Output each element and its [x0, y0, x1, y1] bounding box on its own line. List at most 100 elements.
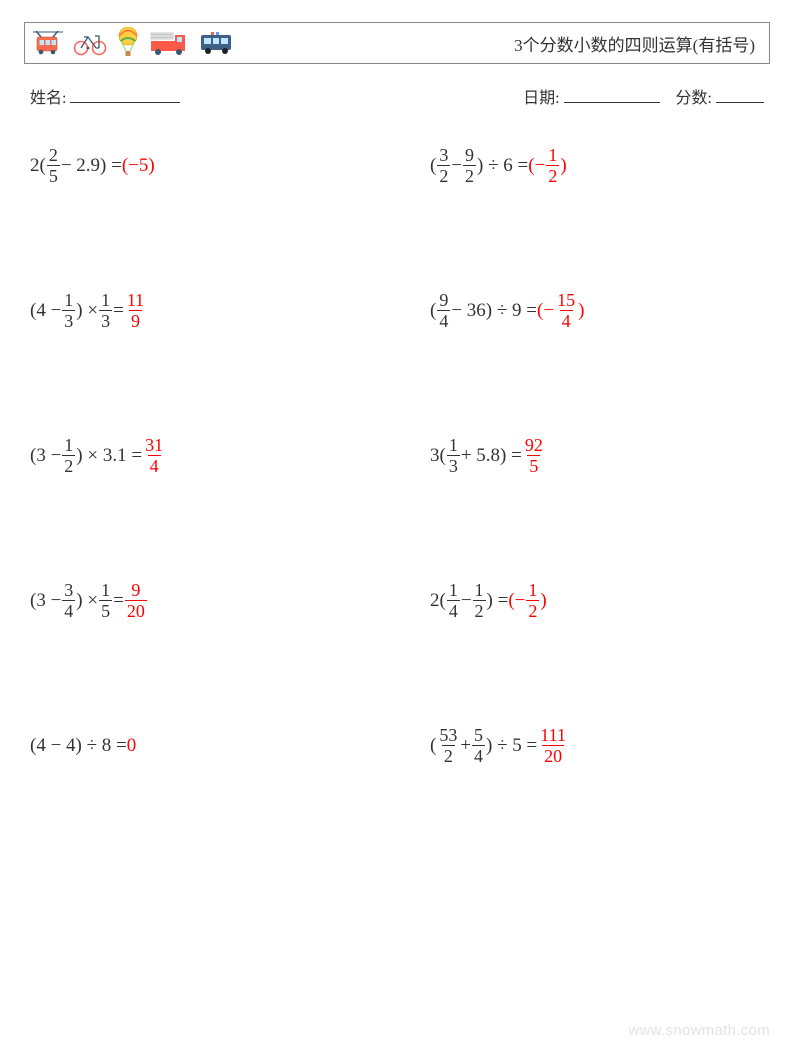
- fraction-denominator: 2: [473, 600, 486, 620]
- fraction: 13: [99, 291, 112, 330]
- fraction: 154: [555, 291, 577, 330]
- name-blank[interactable]: [70, 87, 180, 103]
- fraction-numerator: 31: [143, 436, 165, 455]
- expr-text: 2(: [430, 591, 446, 610]
- score-label: 分数:: [676, 90, 712, 107]
- fraction-numerator: 1: [99, 291, 112, 310]
- fraction-numerator: 1: [473, 581, 486, 600]
- answer: (−12): [508, 581, 546, 620]
- fraction: 12: [546, 146, 559, 185]
- score-field: 分数:: [676, 84, 764, 108]
- expr-text: (−: [528, 156, 545, 175]
- expr-text: (: [430, 736, 436, 755]
- problem-row: 2(25 − 2.9) = (−5)(32 − 92) ÷ 6 = (−12): [30, 146, 764, 185]
- fraction-denominator: 4: [472, 745, 485, 765]
- expr-text: + 5.8) =: [461, 446, 522, 465]
- problem-row: (3 − 12) × 3.1 = 3143(13 + 5.8) = 925: [30, 436, 764, 475]
- bicycle-icon: [73, 30, 107, 56]
- answer: 119: [124, 291, 147, 330]
- fraction-numerator: 53: [437, 726, 459, 745]
- score-blank[interactable]: [716, 87, 764, 103]
- fraction-denominator: 20: [542, 745, 564, 765]
- fraction-denominator: 3: [62, 310, 75, 330]
- problem-cell: (532 + 54) ÷ 5 = 11120: [430, 726, 764, 765]
- problem-cell: (3 − 12) × 3.1 = 314: [30, 436, 430, 475]
- fraction: 13: [62, 291, 75, 330]
- fraction-numerator: 9: [437, 291, 450, 310]
- fraction: 13: [447, 436, 460, 475]
- problem-cell: (94 − 36) ÷ 9 = (−154): [430, 291, 764, 330]
- expr-text: ): [578, 301, 584, 320]
- date-field: 日期:: [523, 84, 659, 108]
- answer: 11120: [537, 726, 569, 765]
- expr-text: ): [540, 591, 546, 610]
- problem-row: (4 − 4) ÷ 8 = 0(532 + 54) ÷ 5 = 11120: [30, 726, 764, 765]
- police-van-icon: [199, 30, 235, 56]
- answer: 314: [142, 436, 166, 475]
- fraction-denominator: 3: [447, 455, 460, 475]
- fraction-numerator: 5: [472, 726, 485, 745]
- fraction-numerator: 9: [463, 146, 476, 165]
- fraction-numerator: 111: [538, 726, 568, 745]
- fraction-denominator: 3: [99, 310, 112, 330]
- date-label: 日期:: [523, 90, 559, 107]
- expr-text: ) ÷ 5 =: [486, 736, 537, 755]
- problem-cell: 2(14 − 12) = (−12): [430, 581, 764, 620]
- fraction-denominator: 4: [560, 310, 573, 330]
- fraction-denominator: 20: [125, 600, 147, 620]
- fraction-numerator: 1: [99, 581, 112, 600]
- fraction: 920: [125, 581, 147, 620]
- fraction-denominator: 5: [99, 600, 112, 620]
- fraction-numerator: 2: [47, 146, 60, 165]
- fraction-numerator: 1: [447, 581, 460, 600]
- expr-text: ) =: [487, 591, 509, 610]
- expr-text: − 2.9) =: [61, 156, 122, 175]
- name-label: 姓名:: [30, 90, 66, 107]
- watermark: www.snowmath.com: [628, 1022, 770, 1039]
- fraction: 119: [125, 291, 146, 330]
- expr-text: =: [113, 301, 124, 320]
- worksheet-title: 3个分数小数的四则运算(有括号): [514, 31, 755, 56]
- answer: (−5): [122, 156, 155, 175]
- expr-text: (−: [537, 301, 554, 320]
- fraction: 15: [99, 581, 112, 620]
- fraction: 54: [472, 726, 485, 765]
- fraction: 14: [447, 581, 460, 620]
- info-row: 姓名: 日期: 分数:: [30, 84, 764, 108]
- fraction-denominator: 4: [437, 310, 450, 330]
- problem-cell: 3(13 + 5.8) = 925: [430, 436, 764, 475]
- date-blank[interactable]: [564, 87, 660, 103]
- answer: 920: [124, 581, 148, 620]
- name-field: 姓名:: [30, 84, 523, 108]
- fraction-denominator: 4: [148, 455, 161, 475]
- fraction-numerator: 1: [447, 436, 460, 455]
- fraction-denominator: 4: [447, 600, 460, 620]
- fraction-numerator: 1: [62, 436, 75, 455]
- problem-cell: 2(25 − 2.9) = (−5): [30, 146, 430, 185]
- balloon-icon: [117, 27, 139, 59]
- fraction-denominator: 2: [437, 165, 450, 185]
- fraction: 32: [437, 146, 450, 185]
- fraction: 34: [62, 581, 75, 620]
- fraction-denominator: 2: [526, 600, 539, 620]
- expr-text: ) ×: [76, 301, 98, 320]
- expr-text: =: [113, 591, 124, 610]
- expr-text: −: [461, 591, 472, 610]
- expr-text: (: [430, 156, 436, 175]
- tram-icon: [33, 29, 63, 57]
- problem-row: (4 − 13) × 13 = 119(94 − 36) ÷ 9 = (−154…: [30, 291, 764, 330]
- fraction: 314: [143, 436, 165, 475]
- fraction-numerator: 11: [125, 291, 146, 310]
- problem-cell: (4 − 13) × 13 = 119: [30, 291, 430, 330]
- fraction-denominator: 5: [47, 165, 60, 185]
- answer: (−154): [537, 291, 584, 330]
- expr-text: (4 − 4) ÷ 8 =: [30, 736, 127, 755]
- expr-text: (−5): [122, 156, 155, 175]
- fraction-denominator: 4: [62, 600, 75, 620]
- expr-text: (−: [508, 591, 525, 610]
- fraction-numerator: 92: [523, 436, 545, 455]
- expr-text: (: [430, 301, 436, 320]
- expr-text: ) ×: [76, 591, 98, 610]
- fraction-denominator: 2: [463, 165, 476, 185]
- fraction-numerator: 3: [62, 581, 75, 600]
